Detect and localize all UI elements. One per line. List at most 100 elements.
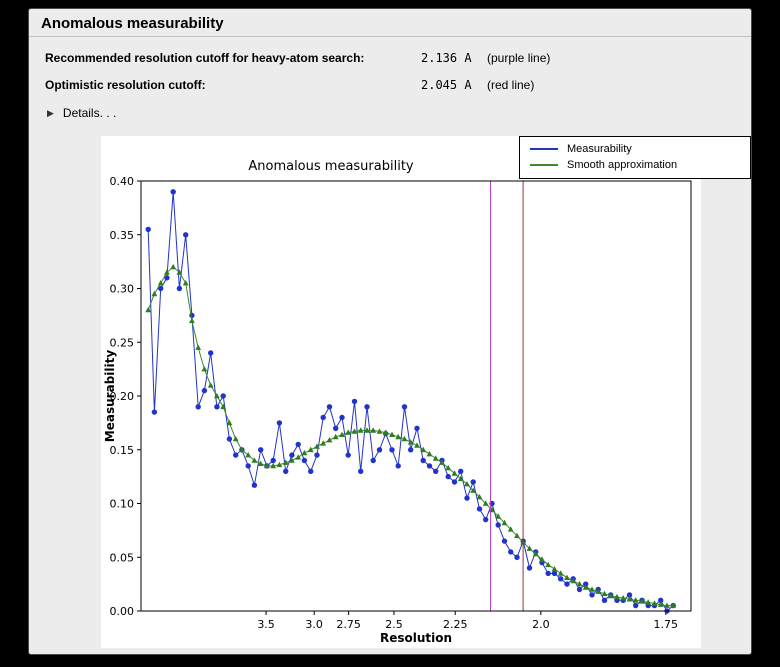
y-tick-label: 0.25 <box>110 336 135 349</box>
data-point-circle <box>420 457 426 464</box>
y-tick-label: 0.40 <box>110 175 135 188</box>
anomalous-measurability-panel: Anomalous measurability Recommended reso… <box>28 8 752 655</box>
data-point-triangle <box>257 460 264 466</box>
data-point-circle <box>276 420 283 426</box>
data-point-circle <box>626 592 633 598</box>
data-point-circle <box>220 393 226 399</box>
data-point-triangle <box>482 500 489 506</box>
y-tick-label: 0.35 <box>110 229 135 242</box>
data-point-circle <box>308 468 314 474</box>
data-point-triangle <box>382 429 389 435</box>
data-point-circle <box>333 425 339 431</box>
data-point-circle <box>558 576 564 582</box>
data-point-triangle <box>495 513 502 519</box>
data-point-triangle <box>270 462 277 469</box>
data-point-triangle <box>470 487 477 493</box>
data-point-circle <box>501 538 508 544</box>
data-point-triangle <box>445 464 452 471</box>
data-point-triangle <box>651 600 658 606</box>
data-point-circle <box>251 482 258 488</box>
data-point-circle <box>158 285 164 292</box>
data-point-triangle <box>307 446 314 453</box>
details-toggle[interactable]: ▶ Details. . . <box>47 106 116 120</box>
legend-label-smooth: Smooth approximation <box>567 159 678 171</box>
data-point-triangle <box>376 428 383 434</box>
data-point-triangle <box>176 269 183 275</box>
data-point-triangle <box>457 475 464 482</box>
data-point-triangle <box>389 431 395 437</box>
data-point-circle <box>395 463 401 469</box>
recommended-cutoff-row: Recommended resolution cutoff for heavy-… <box>45 51 550 65</box>
x-tick-label: 3.5 <box>257 618 275 631</box>
data-point-circle <box>658 597 664 603</box>
data-point-triangle <box>507 526 514 532</box>
x-tick-label: 2.0 <box>532 618 550 631</box>
data-point-circle <box>295 441 301 448</box>
page-title: Anomalous measurability <box>41 15 224 32</box>
data-point-circle <box>258 447 264 453</box>
data-point-circle <box>351 398 358 405</box>
data-point-triangle <box>239 446 245 453</box>
data-point-triangle <box>201 366 208 372</box>
data-point-triangle <box>364 427 370 433</box>
y-tick-label: 0.10 <box>110 498 135 511</box>
data-point-triangle <box>295 454 302 460</box>
chart-svg: Anomalous measurability Measurability Reso… <box>103 159 692 645</box>
x-tick-label: 1.75 <box>654 618 679 631</box>
data-point-triangle <box>601 590 608 597</box>
data-point-triangle <box>439 459 445 465</box>
data-point-triangle <box>539 556 545 562</box>
recommended-cutoff-note: (purple line) <box>487 51 551 65</box>
data-point-triangle <box>301 449 308 456</box>
data-point-triangle <box>664 602 670 608</box>
optimistic-cutoff-label: Optimistic resolution cutoff: <box>45 78 206 92</box>
data-point-triangle <box>220 403 227 410</box>
data-point-triangle <box>632 597 639 603</box>
data-point-circle <box>514 554 520 560</box>
data-point-circle <box>189 312 195 319</box>
data-point-triangle <box>320 440 327 446</box>
data-point-circle <box>170 189 176 195</box>
data-point-circle <box>151 409 158 415</box>
data-point-circle <box>433 468 439 474</box>
data-point-circle <box>176 285 183 292</box>
data-point-triangle <box>157 280 164 286</box>
data-point-circle <box>201 387 208 394</box>
data-point-circle <box>164 275 170 281</box>
data-point-triangle <box>357 427 364 433</box>
measurability-swatch <box>530 148 558 150</box>
data-point-circle <box>226 436 233 442</box>
data-point-triangle <box>351 428 358 434</box>
data-point-circle <box>483 516 489 523</box>
recommended-cutoff-label: Recommended resolution cutoff for heavy-… <box>45 51 365 65</box>
data-point-triangle <box>264 462 270 469</box>
data-point-circle <box>583 581 589 587</box>
data-point-triangle <box>245 452 252 458</box>
data-point-triangle <box>570 577 577 584</box>
y-axis-label: Measurability <box>103 350 117 443</box>
data-point-triangle <box>189 317 195 324</box>
data-point-triangle <box>639 598 645 604</box>
data-point-triangle <box>557 570 564 576</box>
data-point-circle <box>370 457 376 464</box>
data-point-triangle <box>501 519 508 526</box>
data-point-circle <box>314 452 320 458</box>
data-point-triangle <box>226 419 233 426</box>
data-point-circle <box>426 463 433 469</box>
data-point-circle <box>476 506 483 512</box>
data-point-triangle <box>645 599 652 605</box>
data-point-triangle <box>426 451 433 457</box>
data-point-triangle <box>432 455 439 461</box>
details-label: Details. . . <box>62 106 117 120</box>
data-point-triangle <box>182 280 189 286</box>
data-point-triangle <box>407 439 414 445</box>
data-point-triangle <box>314 443 320 449</box>
data-point-triangle <box>545 561 552 568</box>
optimistic-cutoff-note: (red line) <box>487 78 535 92</box>
data-point-circle <box>339 414 345 421</box>
data-point-triangle <box>464 481 470 487</box>
optimistic-cutoff-row: Optimistic resolution cutoff: 2.045 A (r… <box>45 78 534 92</box>
data-point-triangle <box>476 493 483 500</box>
data-point-triangle <box>401 435 408 442</box>
data-point-triangle <box>282 459 289 465</box>
